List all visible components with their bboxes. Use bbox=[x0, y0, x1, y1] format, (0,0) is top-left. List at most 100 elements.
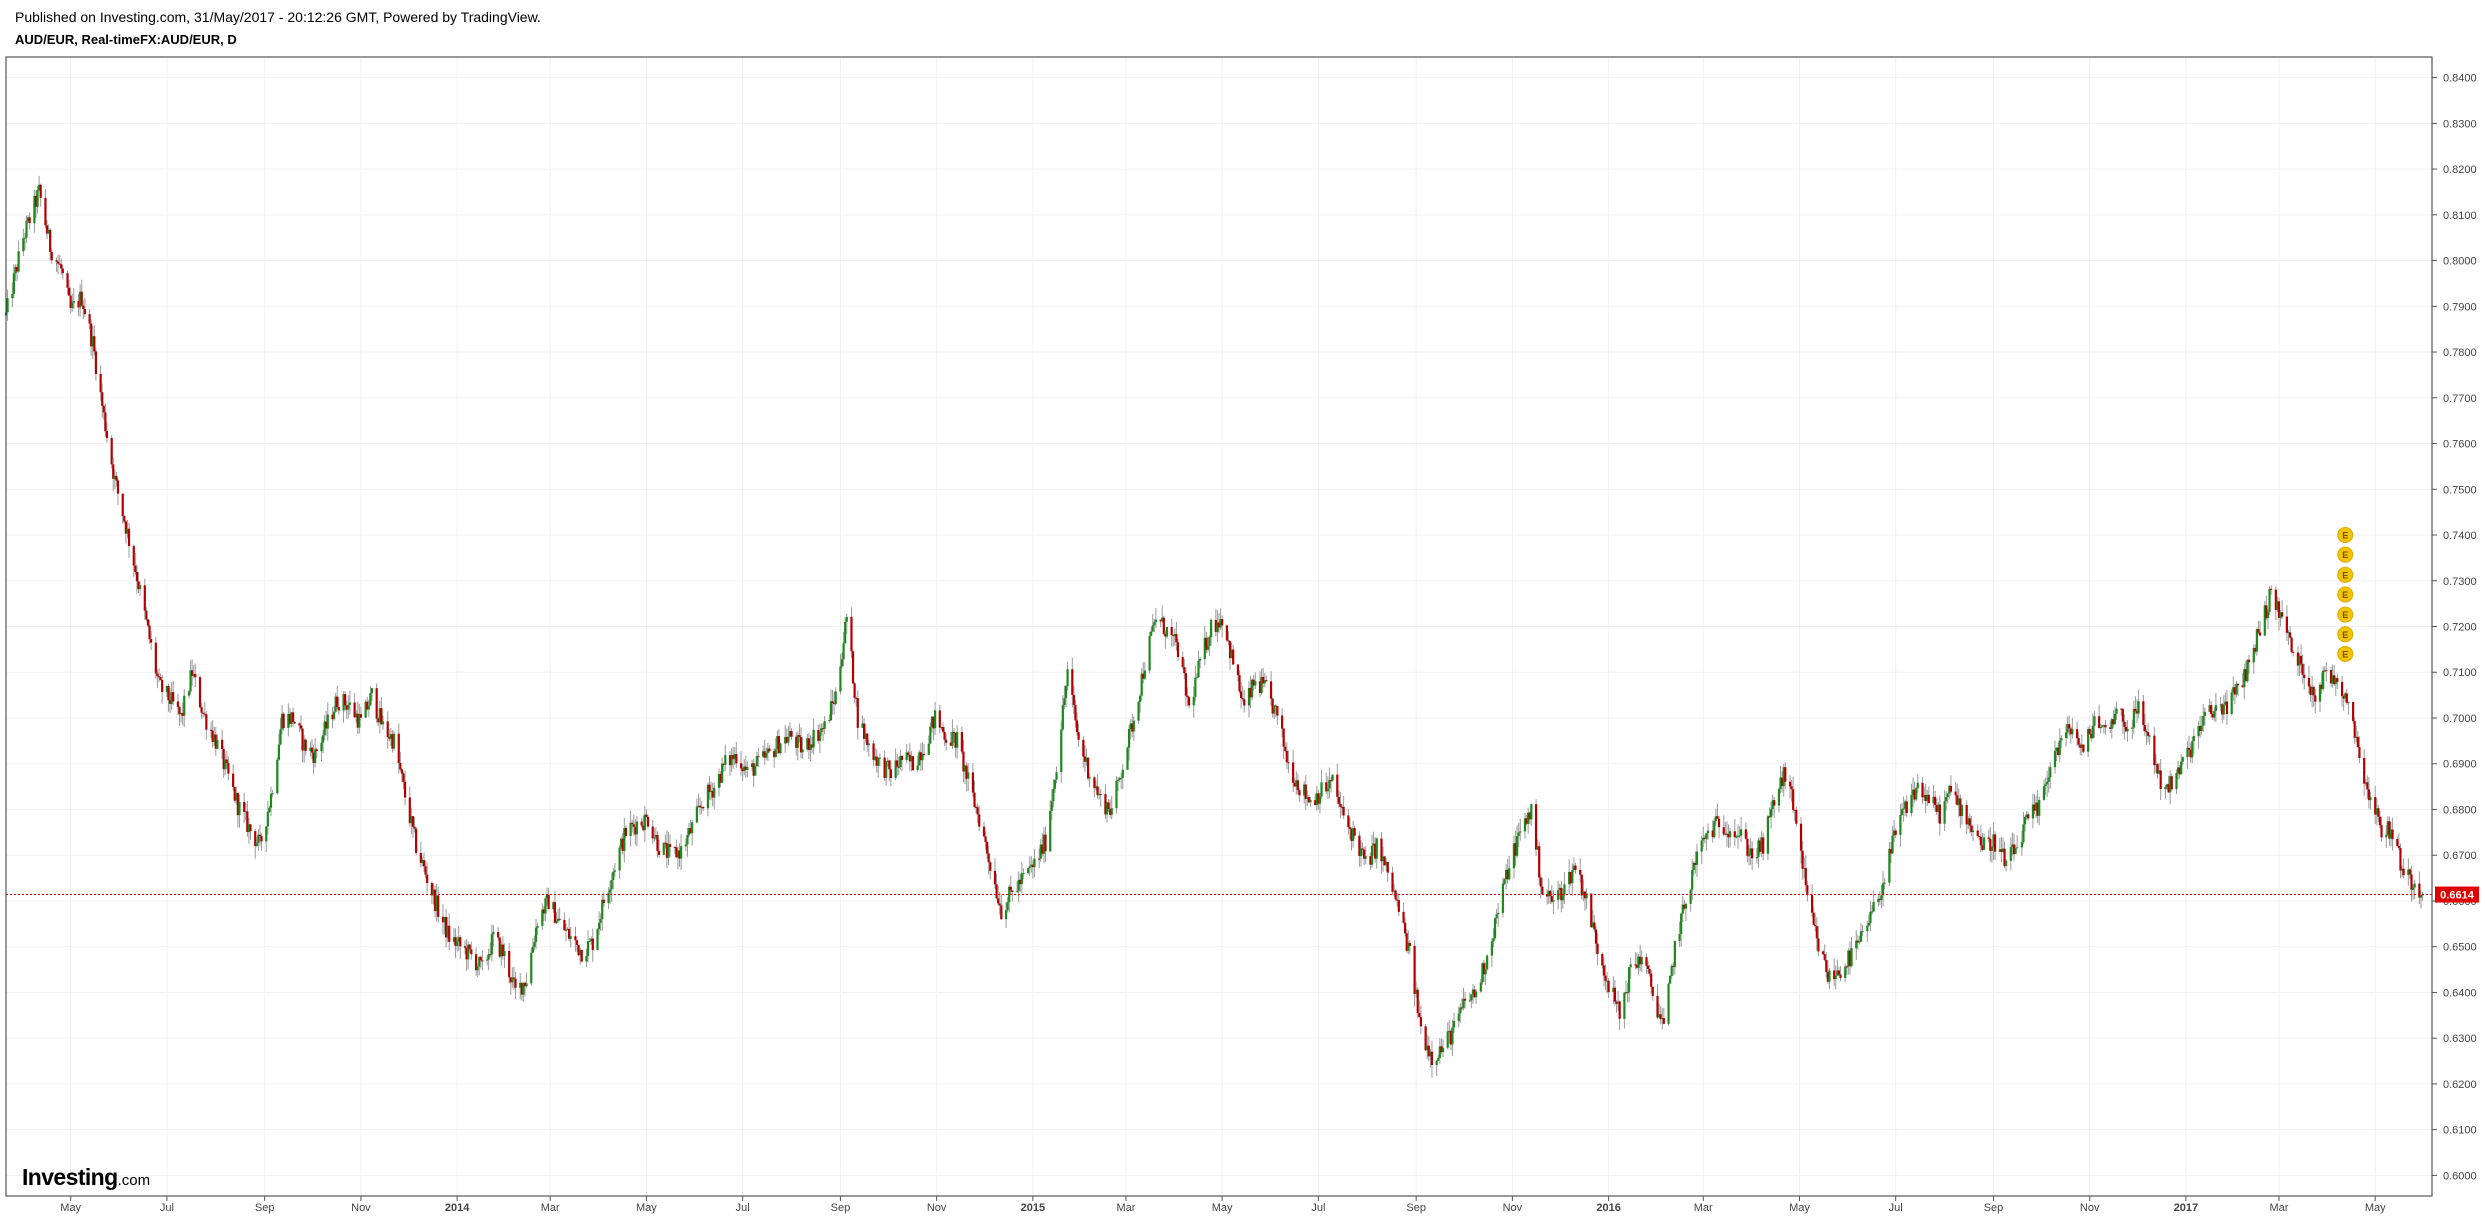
candle-down bbox=[1539, 877, 1542, 887]
candle-down bbox=[1238, 675, 1241, 692]
candle-up bbox=[492, 931, 495, 935]
candle-down bbox=[1082, 739, 1085, 757]
candle-down bbox=[997, 898, 1000, 904]
candle-up bbox=[1426, 1045, 1429, 1051]
candle-up bbox=[1990, 847, 1994, 851]
candle-down bbox=[2241, 685, 2244, 688]
candle-down bbox=[424, 866, 427, 875]
candle-up bbox=[1407, 942, 1410, 951]
candle-up bbox=[1771, 800, 1774, 810]
candle-down bbox=[2274, 589, 2277, 610]
candle-up bbox=[1351, 828, 1355, 841]
candle-down bbox=[157, 676, 161, 678]
candle-down bbox=[1262, 676, 1265, 684]
candle-down bbox=[1252, 679, 1255, 686]
candle-up bbox=[1165, 627, 1169, 637]
candle-down bbox=[1104, 794, 1107, 815]
candle-down bbox=[1236, 664, 1240, 676]
candle-down bbox=[380, 708, 383, 725]
candle-up bbox=[2364, 782, 2367, 784]
candle-down bbox=[2408, 869, 2412, 875]
candle-down bbox=[851, 651, 855, 684]
candle-down bbox=[689, 828, 692, 834]
candle-up bbox=[564, 929, 568, 931]
candle-up bbox=[820, 728, 823, 733]
candle-down bbox=[763, 751, 766, 758]
candle-down bbox=[1956, 795, 1959, 805]
candle-up bbox=[899, 755, 902, 768]
candle-up bbox=[2318, 684, 2322, 702]
candle-down bbox=[908, 754, 911, 762]
candle-up bbox=[1893, 830, 1896, 836]
candle-down bbox=[1795, 809, 1798, 824]
candle-up bbox=[1247, 687, 1251, 706]
candle-down bbox=[1725, 833, 1729, 835]
candle-up bbox=[2001, 848, 2005, 852]
candle-up bbox=[2031, 804, 2035, 819]
candle-up bbox=[2064, 732, 2068, 738]
candle-up bbox=[2180, 761, 2183, 775]
candle-down bbox=[646, 816, 650, 827]
candle-up bbox=[1855, 940, 1858, 949]
candle-down bbox=[2121, 709, 2124, 722]
candle-down bbox=[2377, 808, 2380, 817]
candle-up bbox=[1195, 677, 1199, 679]
candle-down bbox=[2211, 713, 2214, 718]
candle-down bbox=[101, 392, 104, 406]
candle-down bbox=[1298, 790, 1301, 796]
candle-up bbox=[733, 754, 736, 760]
candle-down bbox=[1590, 893, 1593, 928]
candle-down bbox=[167, 685, 170, 701]
candle-up bbox=[1834, 975, 1837, 980]
candle-down bbox=[1574, 865, 1577, 870]
candle-down bbox=[1292, 762, 1295, 783]
candle-up bbox=[2224, 701, 2227, 705]
candle-down bbox=[965, 765, 968, 779]
candle-up bbox=[1803, 868, 1806, 870]
candle-down bbox=[397, 733, 400, 764]
candle-down bbox=[1075, 720, 1079, 733]
candle-down bbox=[1662, 1018, 1665, 1024]
candle-up bbox=[392, 733, 396, 749]
candle-down bbox=[2109, 727, 2112, 729]
y-tick-label: 0.8100 bbox=[2443, 210, 2477, 222]
candle-up bbox=[1777, 789, 1781, 806]
candle-up bbox=[12, 273, 15, 294]
candle-down bbox=[291, 712, 295, 722]
candle-up bbox=[91, 336, 94, 347]
candle-up bbox=[2055, 747, 2058, 752]
candle-up bbox=[1844, 966, 1847, 979]
candle-up bbox=[1094, 786, 1098, 789]
candle-down bbox=[1790, 786, 1793, 790]
candle-down bbox=[632, 824, 635, 827]
candle-up bbox=[1331, 774, 1334, 781]
candle-down bbox=[938, 710, 941, 728]
candle-up bbox=[730, 755, 733, 766]
candle-down bbox=[2374, 797, 2377, 815]
candle-down bbox=[211, 730, 214, 742]
candle-down bbox=[798, 735, 801, 737]
candle-down bbox=[563, 919, 566, 931]
candle-down bbox=[952, 731, 956, 733]
candle-up bbox=[235, 793, 238, 801]
candle-up bbox=[2053, 751, 2057, 768]
candle-up bbox=[1755, 857, 1758, 859]
candle-up bbox=[1462, 998, 1465, 1008]
event-marker bbox=[2337, 546, 2354, 563]
candle-up bbox=[829, 701, 833, 721]
logo-suffix: .com bbox=[117, 1172, 151, 1189]
candle-up bbox=[287, 713, 290, 729]
candle-up bbox=[1836, 970, 1839, 976]
candle-down bbox=[2366, 782, 2369, 790]
x-tick-label: Nov bbox=[2080, 1202, 2100, 1214]
candle-down bbox=[2112, 719, 2115, 725]
candle-down bbox=[1391, 872, 1394, 892]
candle-down bbox=[896, 760, 899, 767]
candle-up bbox=[1769, 809, 1773, 818]
candle-up bbox=[2093, 716, 2096, 726]
candle-up bbox=[1295, 780, 1298, 787]
candle-up bbox=[2005, 860, 2008, 867]
candle-down bbox=[386, 721, 389, 738]
candle-down bbox=[1038, 858, 1041, 860]
